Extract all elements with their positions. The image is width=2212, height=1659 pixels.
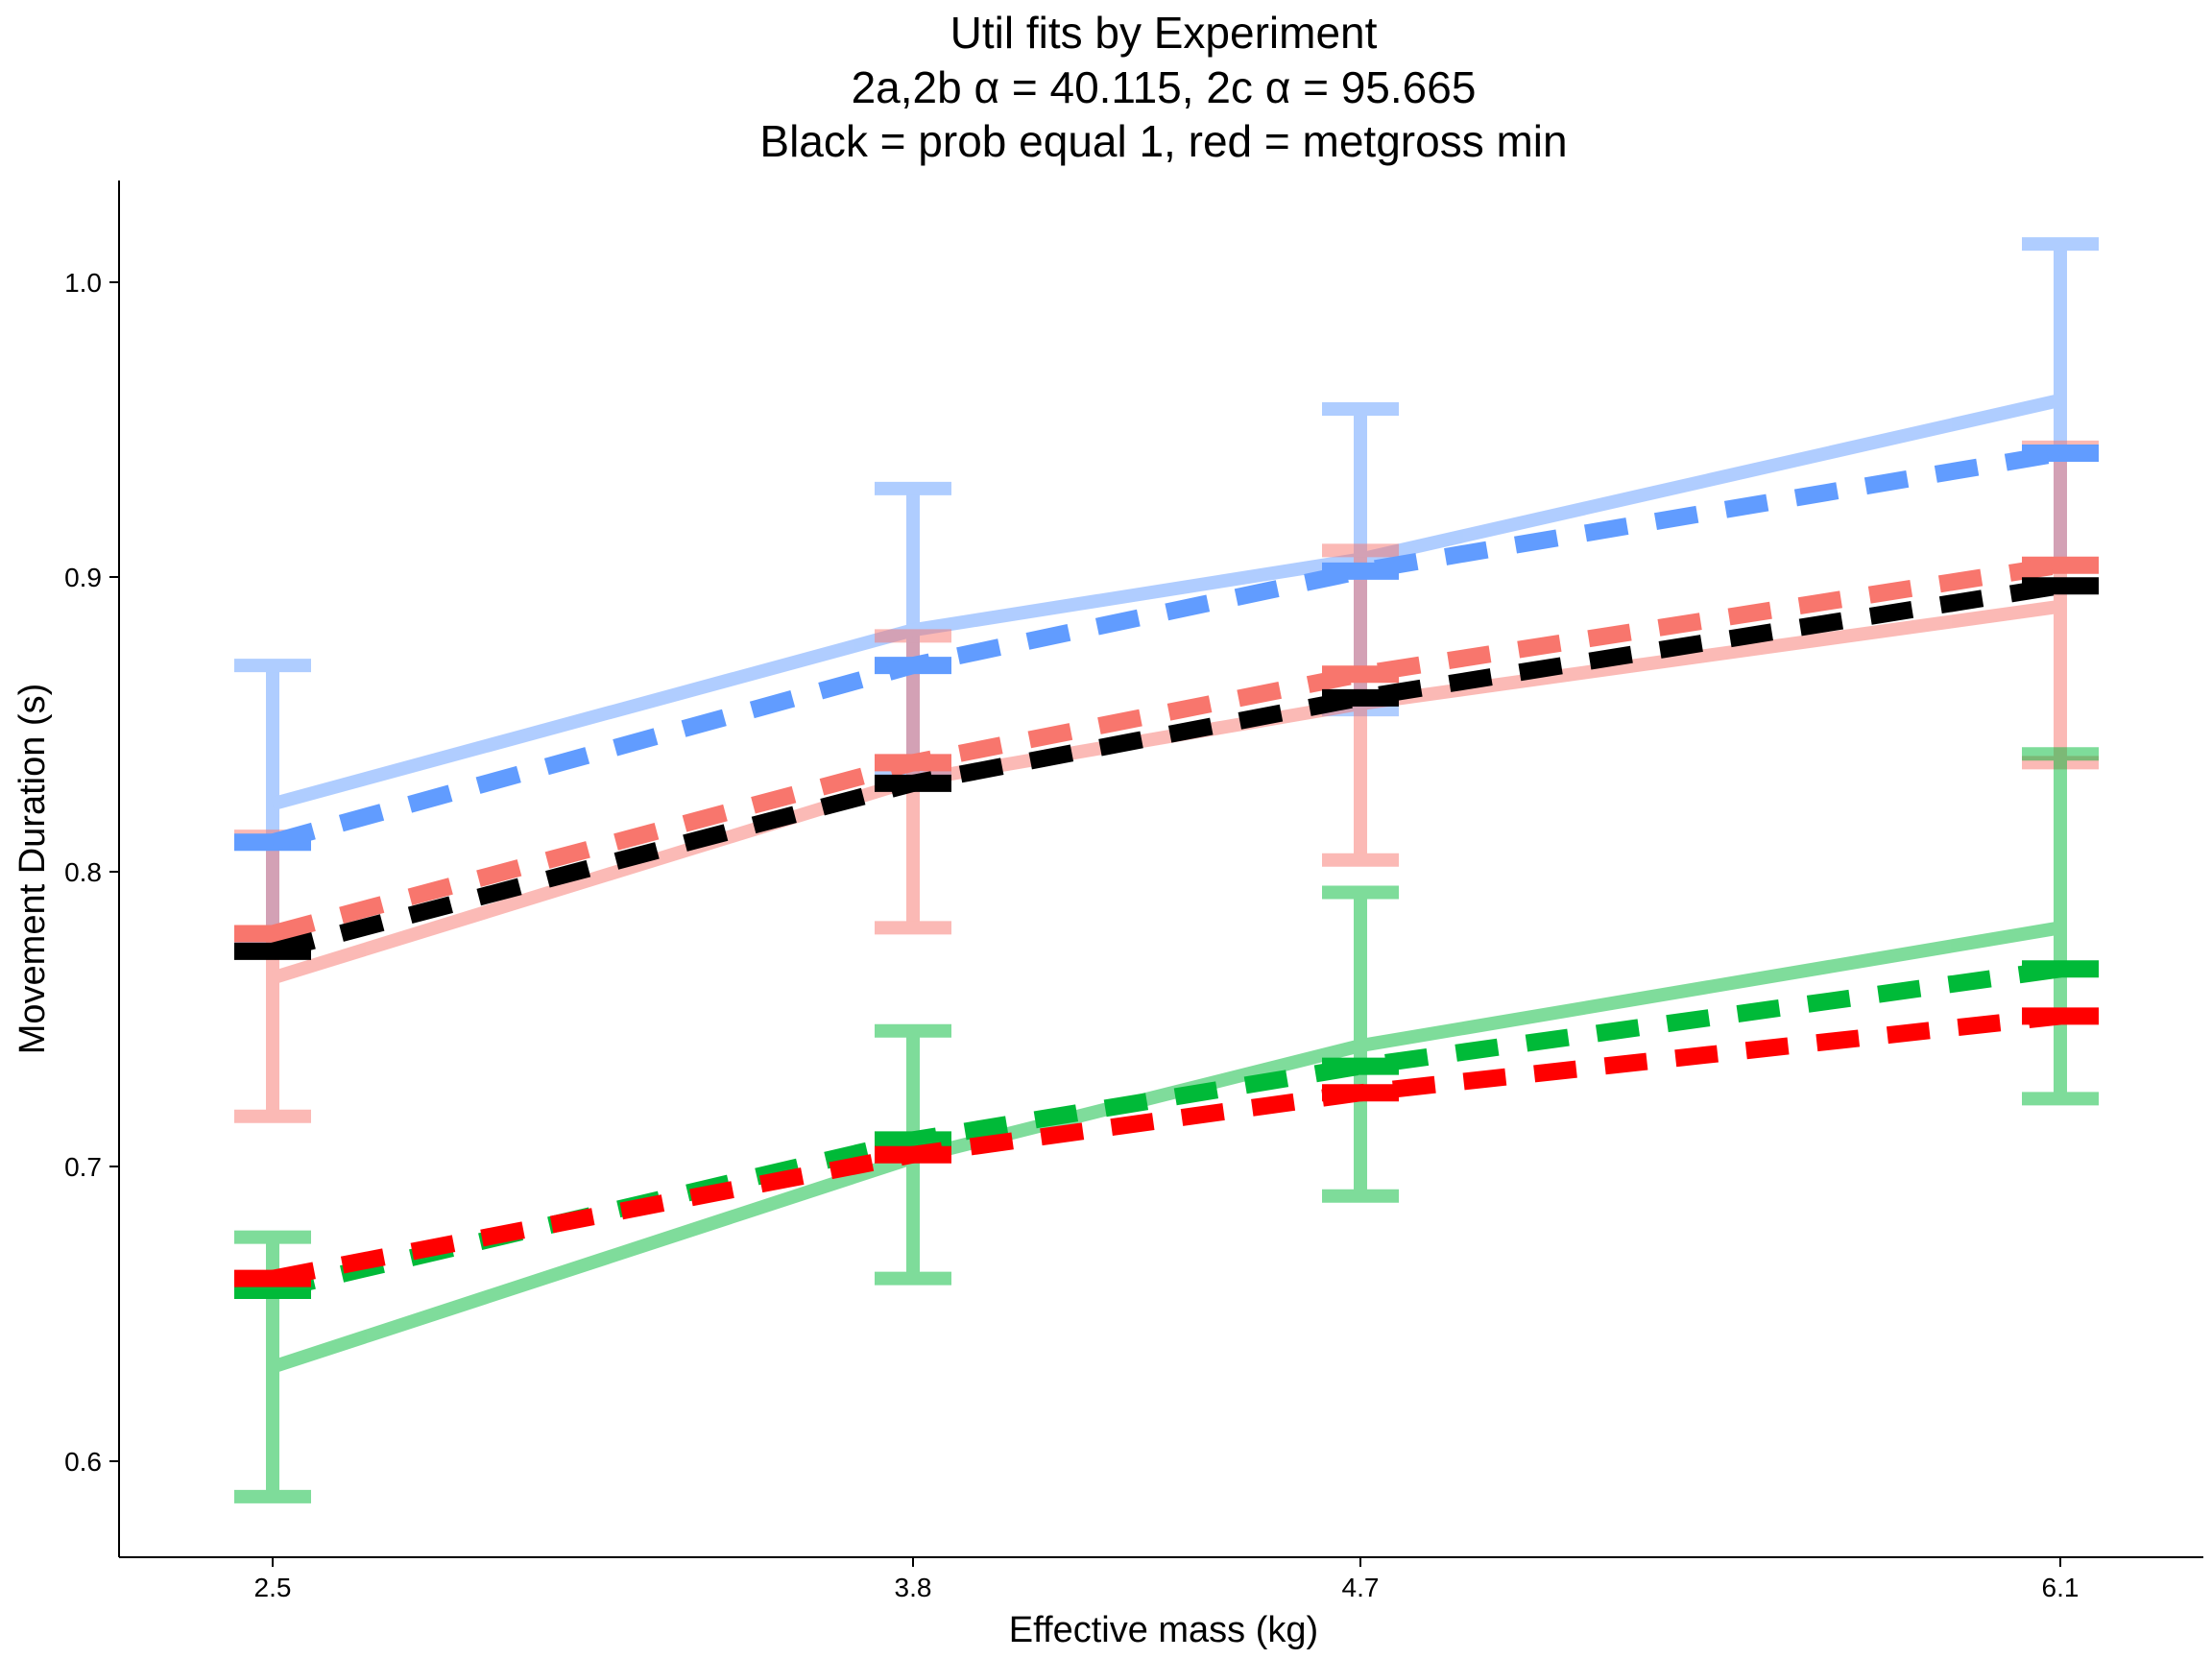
chart-title-line-3: Black = prob equal 1, red = metgross min	[759, 116, 1567, 166]
observed-series-0	[234, 237, 2099, 950]
fit-line	[270, 556, 2062, 943]
fit-series-2	[234, 577, 2099, 960]
fit-series-3	[234, 960, 2099, 1299]
fit-series-1	[234, 556, 2099, 943]
y-tick-label: 0.7	[64, 1152, 102, 1182]
observed-line	[270, 599, 2061, 985]
y-tick-label: 0.6	[64, 1447, 102, 1477]
chart-title-line-1: Util fits by Experiment	[950, 8, 1378, 58]
y-tick-label: 0.8	[64, 857, 102, 887]
fit-series-0	[234, 445, 2099, 852]
x-tick-label: 4.7	[1342, 1573, 1380, 1602]
ticks: 0.6 0.7 0.8 0.9 1.0 2.5 3.8 4.7 6.1	[64, 268, 2079, 1602]
x-axis-title: Effective mass (kg)	[1009, 1610, 1318, 1650]
x-tick-label: 6.1	[2042, 1573, 2080, 1602]
axes	[118, 180, 2203, 1558]
fit-series-4	[234, 1007, 2099, 1287]
observed-line	[271, 393, 2062, 811]
y-tick-label: 1.0	[64, 268, 102, 298]
fit-line	[270, 577, 2062, 960]
chart-title: Util fits by Experiment 2a,2b α = 40.115…	[759, 8, 1567, 166]
chart-title-line-2: 2a,2b α = 40.115, 2c α = 95.665	[852, 62, 1477, 112]
x-tick-label: 3.8	[895, 1573, 932, 1602]
observed-line	[270, 921, 2062, 1374]
fit-line	[270, 445, 2062, 851]
fit-line	[271, 1007, 2061, 1287]
y-tick-label: 0.9	[64, 563, 102, 592]
plot-area	[234, 237, 2099, 1503]
y-axis-title: Movement Duration (s)	[12, 684, 53, 1054]
fit-line	[270, 960, 2062, 1299]
x-tick-label: 2.5	[254, 1573, 292, 1602]
